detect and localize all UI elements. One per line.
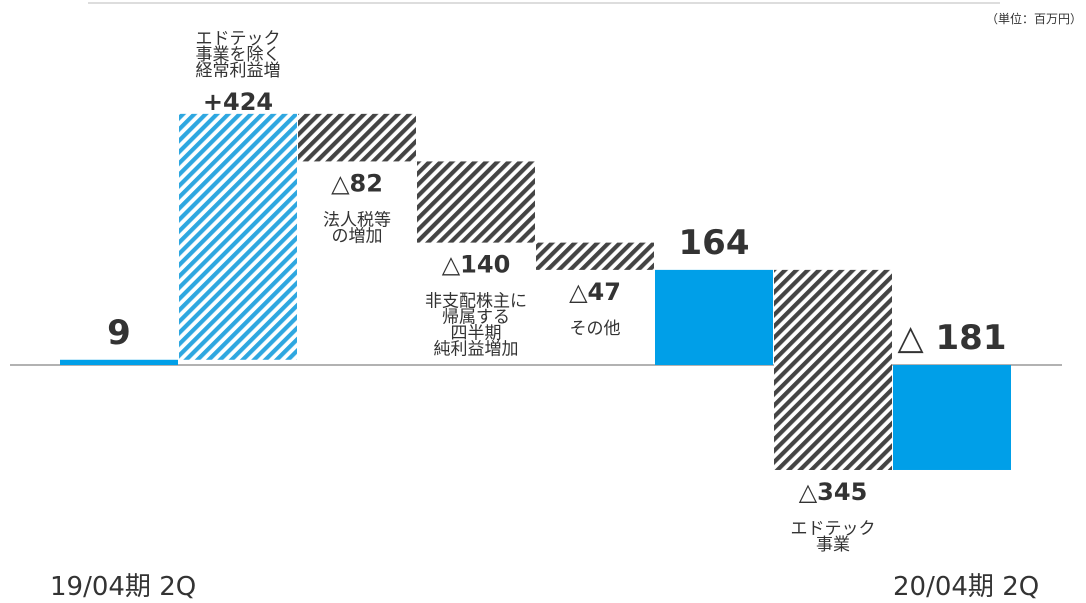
value-label-6: 164	[679, 223, 750, 263]
desc-label-7-1: エドテック	[791, 519, 876, 539]
bar-4	[417, 161, 535, 243]
value-label-4: △140	[442, 251, 511, 279]
value-label-1: 9	[107, 313, 131, 353]
desc-label-2-2: 事業を除く	[196, 45, 281, 65]
bar-2	[179, 113, 297, 360]
desc-label-3-1: 法人税等	[323, 210, 391, 230]
period-end-label: 20/04期 2Q	[893, 572, 1040, 602]
desc-label-4-4: 純利益増加	[434, 340, 519, 360]
desc-label-4-1: 非支配株主に	[425, 292, 527, 312]
bar-5	[536, 242, 654, 270]
desc-label-3-2: の増加	[332, 226, 383, 246]
value-label-2: +424	[203, 88, 273, 116]
desc-label-5-1: その他	[570, 319, 621, 339]
desc-label-4-2: 帰属する	[442, 308, 510, 328]
unit-label: （単位：百万円）	[985, 12, 1082, 26]
desc-label-7-2: 事業	[816, 535, 850, 555]
bar-6	[655, 269, 773, 365]
value-label-8: △ 181	[898, 318, 1007, 358]
bar-8	[893, 365, 1011, 470]
desc-label-2-1: エドテック	[196, 29, 281, 49]
value-label-3: △82	[331, 169, 383, 197]
value-label-5: △47	[569, 278, 621, 306]
bar-1	[60, 359, 178, 365]
desc-label-4-3: 四半期	[451, 324, 502, 344]
desc-label-2-3: 経常利益増	[196, 61, 281, 81]
period-start-label: 19/04期 2Q	[50, 572, 197, 602]
bar-group	[60, 113, 1011, 470]
bar-3	[298, 113, 416, 162]
label-group: 9+424エドテック事業を除く経常利益増△82法人税等の増加△140非支配株主に…	[107, 29, 1006, 555]
value-label-7: △345	[799, 478, 868, 506]
bar-7	[774, 269, 892, 470]
